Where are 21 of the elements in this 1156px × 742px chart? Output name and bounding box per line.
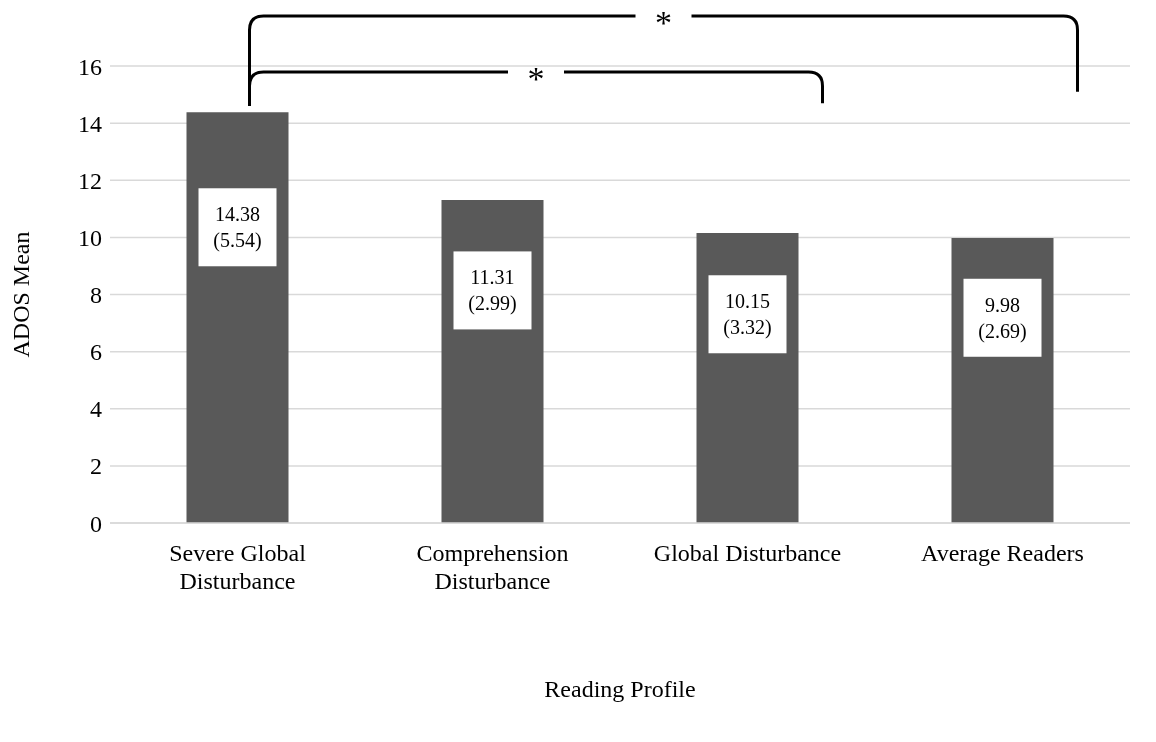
data-label: 14.38 (5.54) (213, 203, 262, 253)
y-tick-label: 0 (90, 510, 102, 537)
y-tick-label: 16 (78, 53, 102, 80)
data-label: 11.31 (2.99) (468, 266, 517, 316)
y-tick-label: 6 (90, 339, 102, 366)
x-tick-label: Comprehension Disturbance (416, 540, 569, 594)
y-tick-label: 8 (90, 282, 102, 309)
data-label: 9.98 (2.69) (978, 293, 1027, 343)
annotation: * (527, 60, 545, 97)
data-label: 10.15 (3.32) (723, 290, 772, 340)
y-axis-title: ADOS Mean (7, 231, 34, 358)
y-tick-label: 10 (78, 224, 102, 251)
y-tick-label: 14 (78, 110, 102, 137)
x-tick-label: Average Readers (921, 540, 1084, 566)
x-tick-label: Global Disturbance (653, 540, 842, 566)
x-tick-label: Severe Global Disturbance (169, 540, 307, 594)
text: * (655, 4, 672, 41)
y-tick-label: 12 (78, 167, 102, 194)
y-tick-label: 4 (90, 396, 102, 423)
y-tick-label: 2 (90, 453, 102, 480)
x-axis-title: Reading Profile (544, 676, 696, 702)
